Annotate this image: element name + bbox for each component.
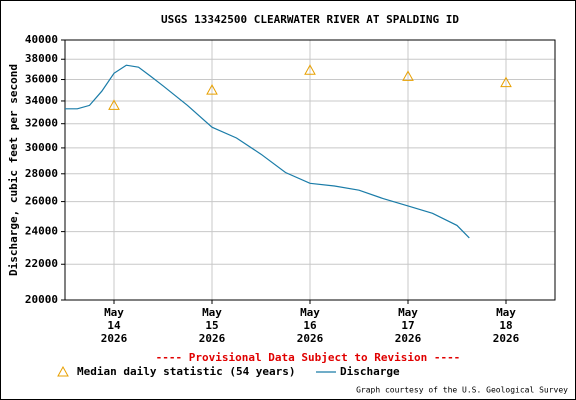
x-tick-label: 16 [303,319,317,332]
x-tick-label: 15 [205,319,218,332]
y-tick-label: 34000 [25,94,58,107]
chart-title: USGS 13342500 CLEARWATER RIVER AT SPALDI… [161,13,459,26]
x-tick-label: 2026 [199,332,226,345]
discharge-line [65,64,470,239]
legend-swatch [57,365,69,377]
y-tick-label: 40000 [25,33,58,46]
y-tick-label: 38000 [25,52,58,65]
y-tick-label: 32000 [25,117,58,130]
legend-label: Discharge [340,365,400,378]
x-tick-label: 2026 [493,332,520,345]
median-marker [500,76,512,88]
x-tick-label: 18 [499,319,512,332]
x-tick-label: May [398,306,418,319]
x-tick-label: May [104,306,124,319]
median-marker [304,64,316,75]
y-axis-label: Discharge, cubic feet per second [7,64,20,276]
y-tick-label: 30000 [25,141,58,154]
provisional-note: ---- Provisional Data Subject to Revisio… [156,351,461,364]
x-tick-label: May [300,306,320,319]
y-tick-label: 36000 [25,73,58,86]
credit: Graph courtesy of the U.S. Geological Su… [356,386,568,395]
x-tick-label: 14 [107,319,121,332]
median-marker [108,99,120,110]
legend-label: Median daily statistic (54 years) [77,365,296,378]
x-tick-label: 2026 [101,332,128,345]
y-tick-label: 20000 [25,293,58,306]
x-tick-label: May [496,306,516,319]
x-tick-label: 2026 [395,332,422,345]
y-tick-label: 28000 [25,167,58,180]
x-tick-label: 17 [401,319,414,332]
plot-frame [64,39,556,301]
y-tick-label: 24000 [25,225,58,238]
median-marker [402,70,414,81]
y-tick-label: 26000 [25,195,58,208]
y-tick-label: 22000 [25,257,58,270]
median-marker [206,84,218,95]
x-tick-label: May [202,306,222,319]
x-tick-label: 2026 [297,332,324,345]
